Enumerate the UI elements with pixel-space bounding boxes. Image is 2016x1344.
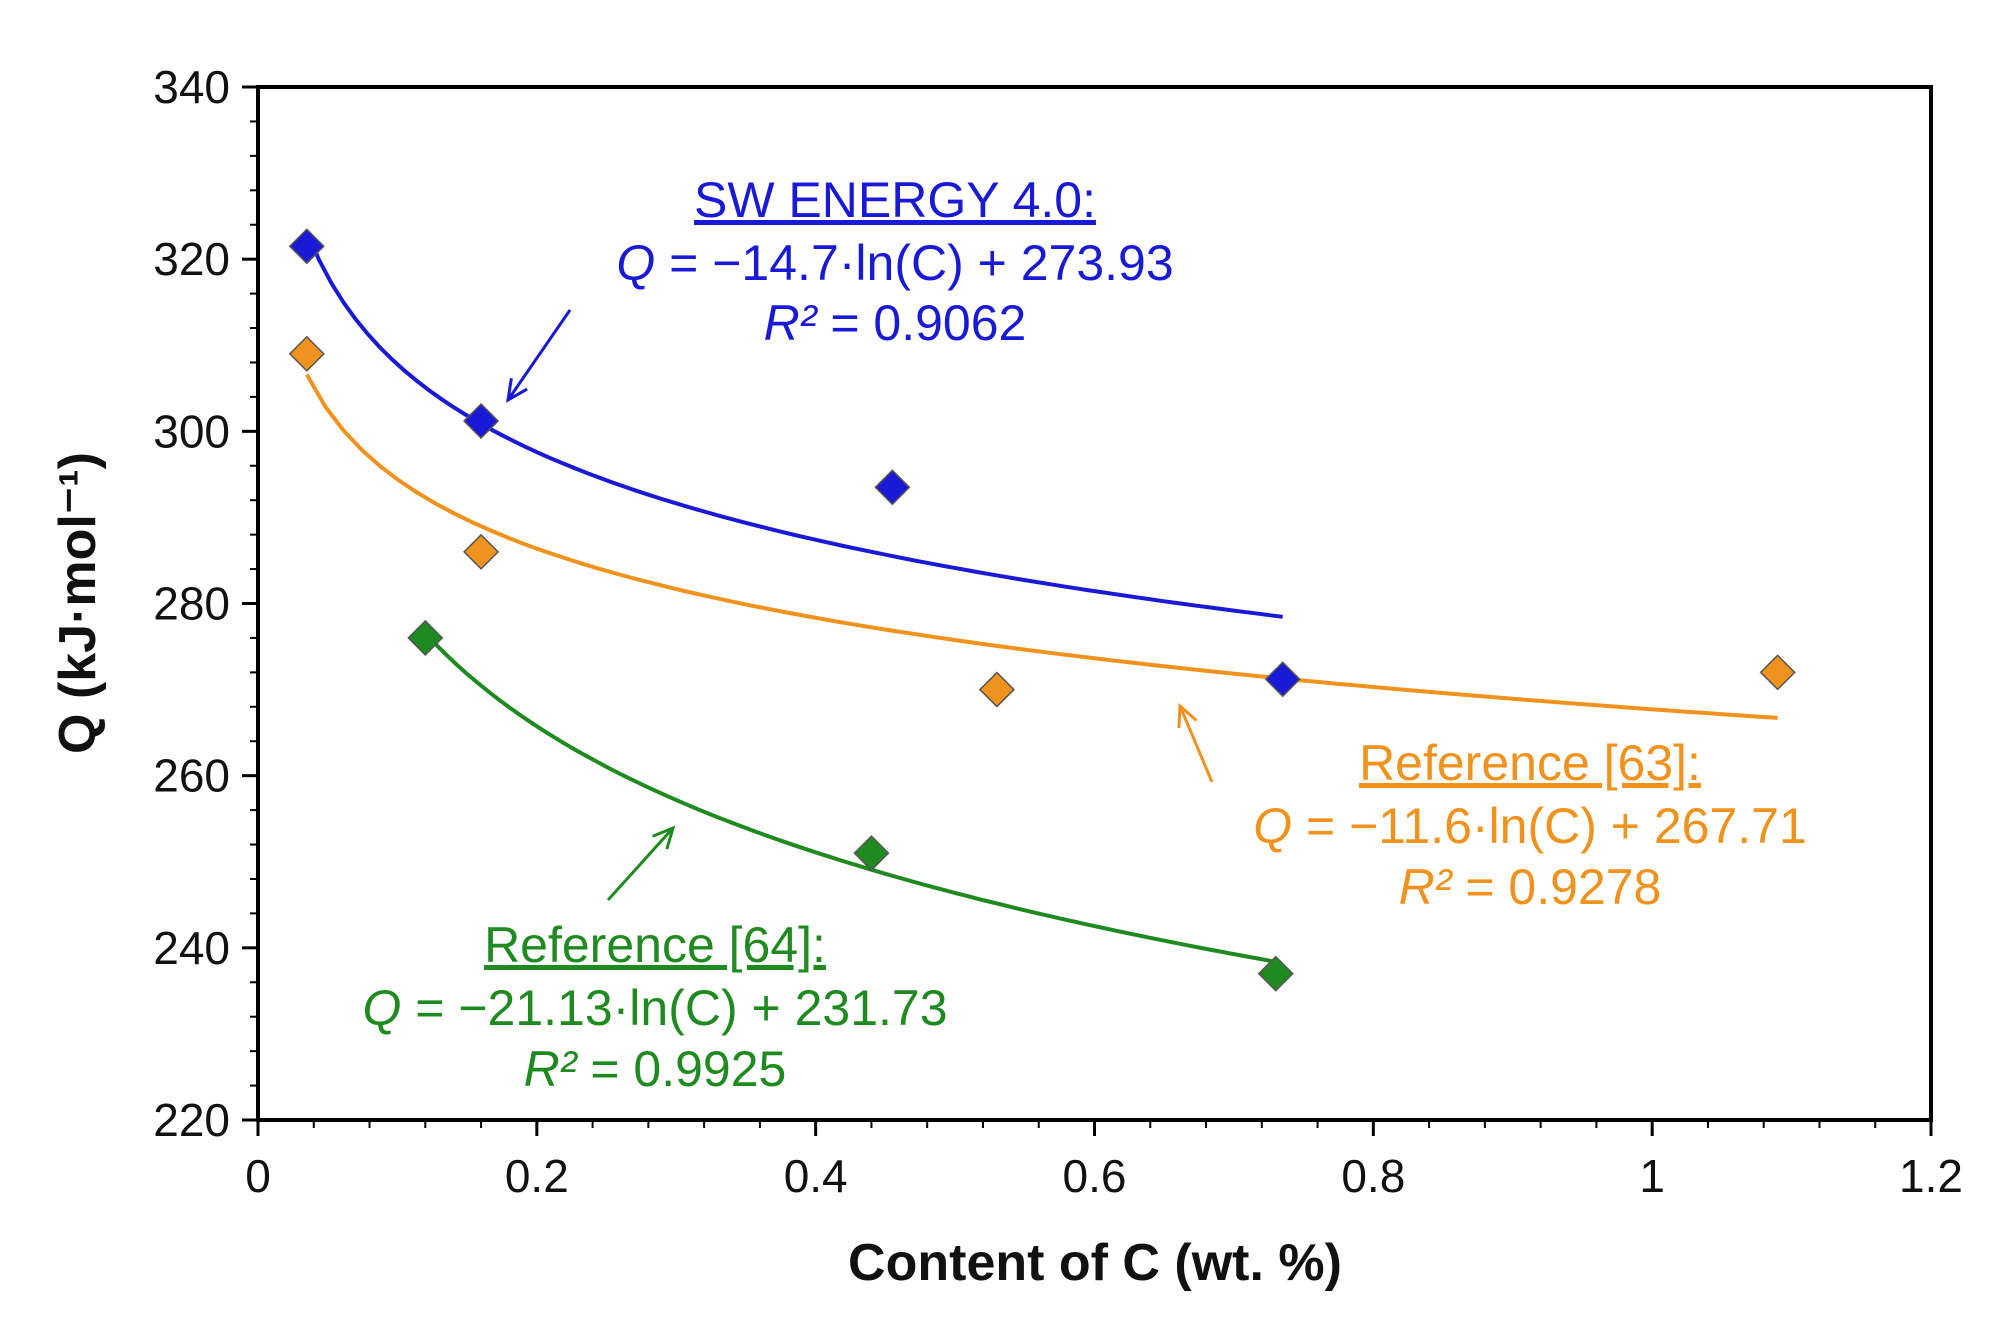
x-tick-label: 0.2: [505, 1150, 569, 1202]
y-tick-label: 300: [153, 405, 230, 457]
fit-line-series-2: [423, 632, 1277, 964]
y-tick-label: 340: [153, 61, 230, 113]
marker-series-2: [407, 619, 444, 656]
marker-series-0: [288, 228, 325, 265]
fit-line-series-1: [305, 373, 1778, 720]
marker-series-1: [288, 335, 325, 372]
x-tick-label: 1.2: [1899, 1150, 1963, 1202]
major-ticks: [242, 85, 1933, 1136]
x-tick-label: 0.6: [1063, 1150, 1127, 1202]
y-tick-label: 320: [153, 233, 230, 285]
x-tick-label: 1: [1639, 1150, 1665, 1202]
annotation-arrows: [506, 309, 1214, 902]
y-axis-title: Q (kJ·mol⁻¹): [49, 452, 107, 754]
annotation-arrow-head: [1177, 702, 1198, 729]
marker-series-1: [1759, 654, 1796, 691]
annotation-reference-63: Reference [63]: Q = −11.6·ln(C) + 267.71…: [1253, 735, 1807, 915]
annotation-sw-energy-equation: Q = −14.7·ln(C) + 273.93: [616, 235, 1173, 291]
y-tick-label: 260: [153, 750, 230, 802]
x-tick-label: 0: [245, 1150, 271, 1202]
annotation-arrow-line: [506, 309, 572, 401]
x-axis-title: Content of C (wt. %): [848, 1234, 1342, 1292]
annotation-arrow-head: [506, 378, 528, 403]
y-tick-label: 280: [153, 578, 230, 630]
marker-series-1: [978, 671, 1015, 708]
y-tick-labels: 220 240 260 280 300 320 340: [153, 61, 230, 1146]
marker-series-0: [874, 469, 911, 506]
x-tick-label: 0.8: [1341, 1150, 1405, 1202]
annotation-arrow-head: [652, 825, 676, 850]
marker-series-2: [1257, 955, 1294, 992]
annotation-reference-64-title: Reference [64]:: [484, 917, 826, 973]
annotation-reference-63-r2: R² = 0.9278: [1399, 859, 1662, 915]
annotation-sw-energy-r2: R² = 0.9062: [764, 295, 1027, 351]
annotation-arrow-line: [1178, 705, 1214, 783]
marker-series-2: [853, 835, 890, 872]
annotation-reference-64-r2: R² = 0.9925: [524, 1041, 787, 1097]
y-tick-label: 240: [153, 922, 230, 974]
marker-series-0: [463, 402, 500, 440]
x-tick-label: 0.4: [784, 1150, 848, 1202]
plot-area: [256, 85, 1933, 1122]
annotation-sw-energy-title: SW ENERGY 4.0:: [694, 172, 1096, 228]
x-tick-labels: 0 0.2 0.4 0.6 0.8 1 1.2: [245, 1150, 1963, 1202]
annotation-reference-64: Reference [64]: Q = −21.13·ln(C) + 231.7…: [362, 917, 947, 1097]
marker-series-0: [1264, 661, 1301, 698]
y-tick-label: 220: [153, 1094, 230, 1146]
annotation-reference-63-title: Reference [63]:: [1359, 735, 1701, 791]
annotation-arrow-line: [606, 826, 675, 902]
data-markers: [288, 228, 1796, 992]
annotation-sw-energy: SW ENERGY 4.0: Q = −14.7·ln(C) + 273.93 …: [616, 172, 1173, 351]
marker-series-1: [463, 533, 500, 570]
annotation-reference-64-equation: Q = −21.13·ln(C) + 231.73: [362, 980, 947, 1036]
annotation-reference-63-equation: Q = −11.6·ln(C) + 267.71: [1253, 798, 1807, 854]
